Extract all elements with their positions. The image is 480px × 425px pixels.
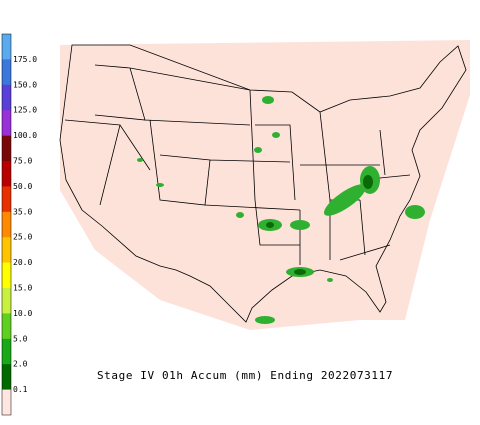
- legend-swatch: [2, 364, 11, 390]
- legend-label: 75.0: [13, 157, 32, 166]
- legend-swatch: [2, 288, 11, 314]
- legend-swatch: [2, 237, 11, 263]
- legend-label: 10.0: [13, 309, 32, 318]
- legend-swatch: [2, 34, 11, 60]
- legend-label: 20.0: [13, 258, 32, 267]
- legend-swatch: [2, 211, 11, 238]
- legend-swatch: [2, 84, 11, 111]
- legend-swatch: [2, 161, 11, 187]
- legend-swatch: [2, 338, 11, 365]
- state-lines: [64, 64, 411, 265]
- legend-frame: [1, 33, 12, 416]
- legend-label: 0.1: [13, 385, 28, 394]
- legend-label: 100.0: [13, 131, 37, 140]
- legend-swatch: [2, 135, 11, 162]
- legend-label: 150.0: [13, 80, 37, 89]
- country-outline: [59, 44, 467, 323]
- legend-swatch: [2, 313, 11, 340]
- legend-label: 2.0: [13, 360, 28, 369]
- legend-label: 15.0: [13, 284, 32, 293]
- legend-swatch: [2, 186, 11, 213]
- legend-swatch: [2, 110, 11, 136]
- precipitation-heavy: [266, 175, 373, 275]
- legend-label: 25.0: [13, 233, 32, 242]
- legend-swatch: [2, 59, 11, 86]
- legend-label: 5.0: [13, 334, 28, 343]
- map-caption: Stage IV 01h Accum (mm) Ending 202207311…: [97, 369, 393, 382]
- legend-label: 35.0: [13, 207, 32, 216]
- color-legend: 175.0 150.0 125.0 100.0 75.0 50.0 35.0 25.0 20.0…: [1, 33, 37, 416]
- legend-label: 125.0: [13, 106, 37, 115]
- legend-swatch: [2, 262, 11, 289]
- legend-label: 175.0: [13, 55, 37, 64]
- analysis-domain: [60, 40, 470, 330]
- legend-label: 50.0: [13, 182, 32, 191]
- legend-swatch: [2, 389, 11, 416]
